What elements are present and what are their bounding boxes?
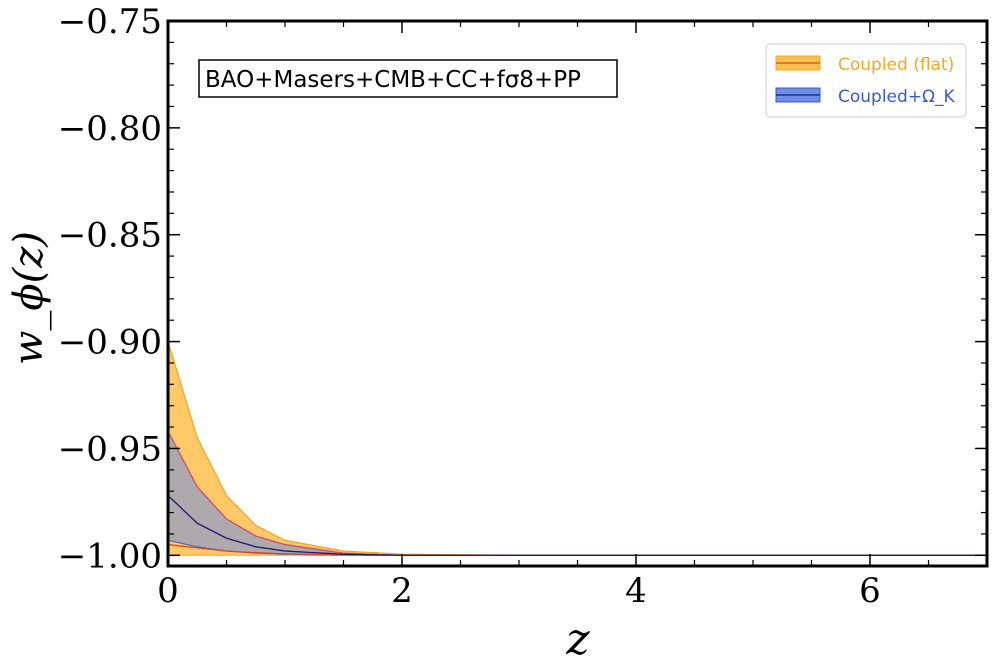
y-tick-label: −0.90 bbox=[58, 323, 162, 363]
x-tick-label: 2 bbox=[391, 571, 413, 611]
legend-item-curved: Coupled+Ω_K bbox=[775, 87, 956, 107]
x-axis-label: z bbox=[565, 614, 590, 664]
y-axis-label: w_ϕ(z) bbox=[6, 231, 52, 365]
y-tick-label: −0.75 bbox=[58, 2, 162, 42]
x-tick-label: 4 bbox=[625, 571, 647, 611]
annotation-label: BAO+Masers+CMB+CC+fσ8+PP bbox=[205, 67, 581, 93]
central-line-curved bbox=[167, 495, 987, 556]
y-tick-label: −1.00 bbox=[58, 536, 162, 576]
plot-frame bbox=[166, 19, 989, 568]
legend: Coupled (flat) Coupled+Ω_K bbox=[765, 43, 967, 118]
central-lines bbox=[167, 495, 987, 556]
x-tick-label: 0 bbox=[157, 571, 179, 611]
annotation-box: BAO+Masers+CMB+CC+fσ8+PP bbox=[198, 59, 618, 98]
tick-labels: 0 2 4 6 −1.00 −0.95 −0.90 −0.85 −0.80 −0.75 bbox=[58, 2, 881, 611]
legend-item-flat: Coupled (flat) bbox=[775, 55, 954, 75]
y-tick-label: −0.95 bbox=[58, 429, 162, 469]
y-tick-label: −0.85 bbox=[58, 216, 162, 256]
x-tick-label: 6 bbox=[859, 571, 881, 611]
annotation-border bbox=[198, 59, 618, 98]
y-tick-label: −0.80 bbox=[58, 109, 162, 149]
legend-label-curved: Coupled+Ω_K bbox=[838, 87, 956, 107]
legend-label-flat: Coupled (flat) bbox=[838, 55, 954, 75]
